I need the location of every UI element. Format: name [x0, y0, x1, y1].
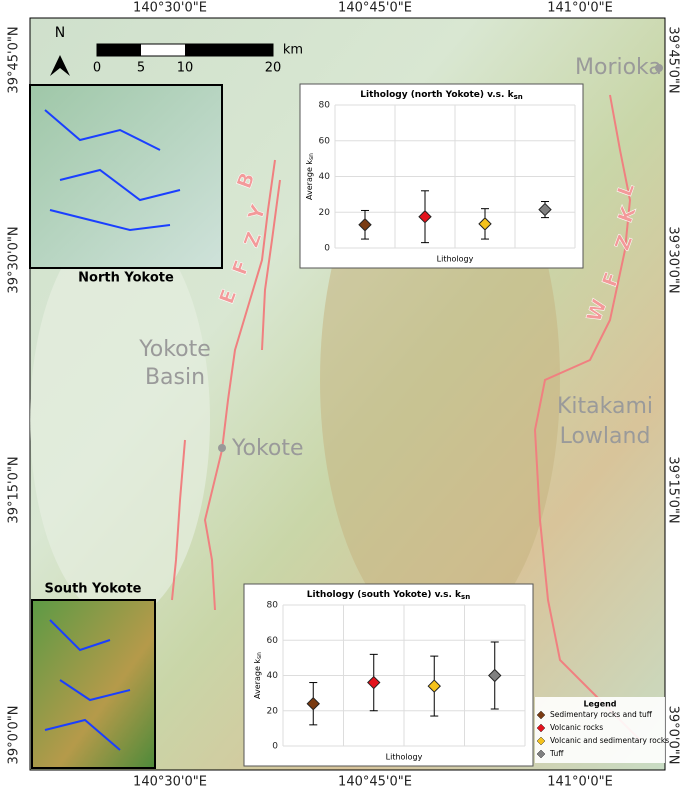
legend-title: Legend — [583, 700, 616, 709]
place-label: Yokote — [138, 337, 211, 362]
marker — [488, 668, 502, 683]
north-streams — [44, 109, 181, 232]
y-tick-label: 40 — [319, 172, 331, 182]
coord-label: 39°45'0"N — [666, 26, 681, 93]
legend-marker — [536, 749, 546, 759]
y-tick-label: 60 — [319, 136, 331, 146]
coord-label: 140°30'0"E — [133, 1, 207, 16]
chart-title-sub: sn — [514, 93, 523, 101]
coord-label: 39°0'0"N — [666, 706, 681, 765]
y-axis-label: Average ksn — [305, 153, 315, 200]
chart-title: Lithology (north Yokote) v.s. ksn — [360, 90, 522, 102]
coord-label: 39°45'0"N — [7, 26, 22, 93]
y-label-main: Average k — [253, 659, 262, 699]
marker — [478, 217, 492, 231]
place-label: Kitakami — [557, 394, 653, 419]
inset-title: North Yokote — [78, 271, 174, 286]
north-inset — [29, 84, 223, 269]
y-tick-label: 20 — [319, 208, 331, 218]
y-tick-label: 40 — [267, 671, 279, 681]
y-tick-label: 60 — [267, 636, 279, 646]
coord-label: 39°15'0"N — [666, 456, 681, 523]
marker — [367, 675, 381, 690]
marker — [306, 696, 320, 711]
scale-tick: 20 — [265, 61, 282, 76]
marker — [418, 210, 432, 224]
inset-title: South Yokote — [45, 582, 142, 597]
place-label: Basin — [145, 365, 205, 390]
scale-tick: 0 — [93, 61, 101, 76]
marker — [358, 218, 372, 232]
y-tick-label: 80 — [267, 601, 279, 611]
basin-plain — [30, 220, 210, 620]
coord-label: 39°15'0"N — [7, 456, 22, 523]
chart-title-main: Lithology (south Yokote) v.s. k — [307, 590, 462, 600]
coord-label: 39°30'0"N — [666, 226, 681, 293]
coord-label: 141°0'0"E — [547, 775, 613, 790]
y-label-main: Average k — [305, 160, 314, 200]
place-label: Lowland — [560, 424, 651, 449]
marker — [538, 202, 552, 217]
coord-label: 39°0'0"N — [7, 706, 22, 765]
morioka-dot — [655, 64, 663, 72]
legend-marker — [536, 736, 546, 746]
south-inset — [31, 599, 156, 769]
legend-label: Volcanic and sedimentary rocks — [550, 736, 669, 745]
legend-marker — [536, 710, 546, 720]
x-axis-label: Lithology — [386, 753, 423, 762]
legend-label: Tuff — [549, 749, 564, 758]
y-axis-label: Average ksn — [253, 652, 263, 699]
coord-label: 141°0'0"E — [547, 1, 613, 16]
legend-label: Sedimentary rocks and tuff — [550, 710, 653, 719]
x-axis-label: Lithology — [437, 255, 474, 264]
marker — [427, 679, 441, 693]
legend-label: Volcanic rocks — [550, 723, 603, 732]
yokote-dot — [218, 444, 226, 452]
y-label-sub: sn — [308, 153, 315, 160]
chart-title: Lithology (south Yokote) v.s. ksn — [307, 590, 470, 602]
y-tick-label: 80 — [319, 101, 331, 111]
north-arrow-label: N — [55, 25, 65, 41]
scale-tick: 5 — [137, 61, 145, 76]
y-label-sub: sn — [256, 652, 263, 659]
coord-label: 39°30'0"N — [7, 226, 22, 293]
scale-bar — [96, 43, 274, 57]
chart-title-main: Lithology (north Yokote) v.s. k — [360, 90, 514, 100]
north-arrow — [50, 55, 70, 76]
coord-label: 140°45'0"E — [338, 775, 412, 790]
faults — [171, 94, 641, 741]
y-tick-label: 20 — [267, 706, 279, 716]
legend-marker — [536, 723, 546, 733]
y-tick-label: 0 — [324, 244, 330, 254]
chart-title-sub: sn — [461, 593, 470, 601]
south-streams — [44, 619, 131, 751]
y-tick-label: 0 — [272, 742, 278, 752]
scale-tick: 10 — [177, 61, 194, 76]
place-label: Morioka — [575, 55, 662, 80]
coord-label: 140°45'0"E — [338, 1, 412, 16]
scale-unit: km — [283, 43, 303, 58]
coord-label: 140°30'0"E — [133, 775, 207, 790]
legend-box — [535, 697, 665, 763]
place-label: Yokote — [231, 436, 304, 461]
